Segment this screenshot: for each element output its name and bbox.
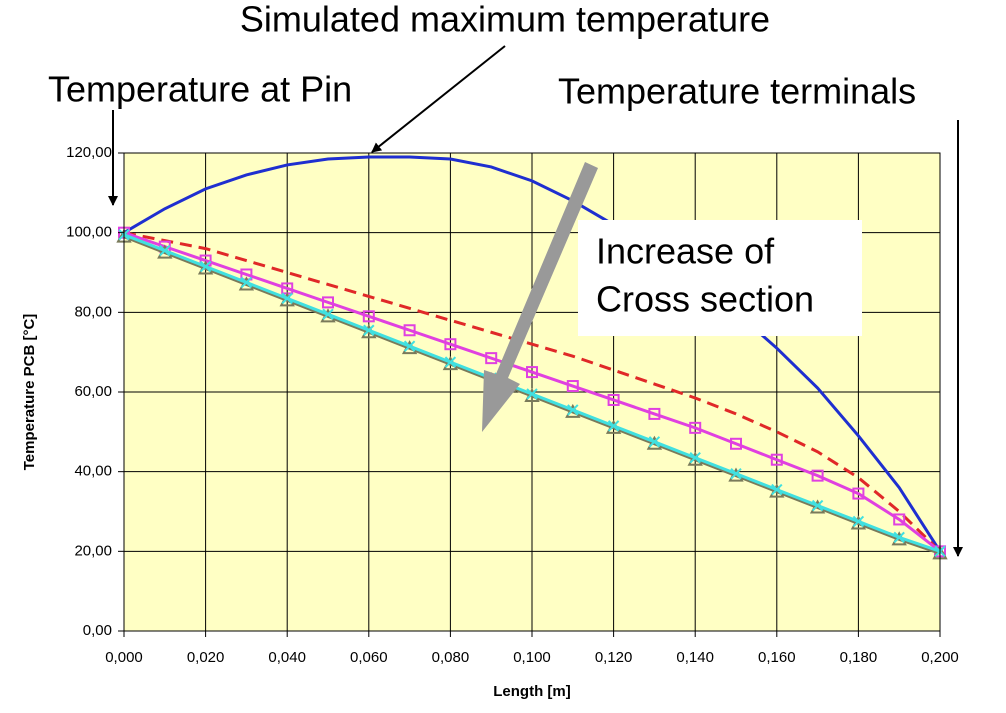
series-line: [123, 155, 942, 553]
marker: [444, 338, 457, 351]
marker: [770, 453, 783, 466]
marker: [771, 483, 783, 496]
marker: [648, 407, 661, 420]
y-tick-label: 100,00: [66, 224, 112, 241]
marker: [322, 296, 334, 309]
x-tick-label: 0,160: [758, 649, 796, 666]
series-line: [123, 231, 942, 553]
marker: [362, 310, 375, 323]
marker: [607, 420, 620, 432]
marker: [363, 324, 375, 336]
y-tick-label: 20,00: [74, 542, 112, 559]
text-box: [578, 220, 862, 336]
marker: [730, 467, 742, 480]
marker: [730, 437, 742, 450]
y-tick-label: 80,00: [74, 303, 112, 320]
marker: [893, 513, 906, 526]
annotation: Simulated maximum temperature: [240, 0, 770, 40]
marker: [403, 324, 416, 337]
x-tick-label: 0,060: [350, 649, 388, 666]
box-text: Cross section: [596, 279, 814, 320]
marker: [526, 388, 538, 400]
series-line: [123, 235, 941, 555]
x-tick-label: 0,080: [432, 649, 470, 666]
y-tick-label: 60,00: [74, 383, 112, 400]
y-tick-label: 40,00: [74, 463, 112, 480]
y-tick-label: 0,00: [83, 622, 112, 639]
marker: [689, 452, 701, 464]
marker: [852, 515, 865, 528]
marker: [811, 469, 824, 482]
marker: [689, 421, 702, 434]
arrow: [371, 45, 506, 153]
marker: [893, 531, 905, 544]
marker: [199, 260, 212, 273]
marker: [607, 393, 620, 406]
x-axis-label: Length [m]: [493, 683, 570, 700]
annotation: Temperature at Pin: [48, 69, 352, 110]
marker: [159, 244, 171, 257]
y-tick-label: 120,00: [66, 144, 112, 161]
series-line: [123, 231, 941, 553]
x-tick-label: 0,200: [921, 649, 959, 666]
x-tick-label: 0,020: [187, 649, 225, 666]
x-tick-label: 0,040: [268, 649, 306, 666]
marker: [240, 276, 253, 289]
big-arrow: [482, 162, 598, 432]
x-tick-label: 0,120: [595, 649, 633, 666]
x-tick-label: 0,140: [676, 649, 714, 666]
marker: [852, 487, 865, 500]
annotation: Temperature terminals: [558, 71, 916, 112]
marker: [566, 380, 579, 393]
marker: [648, 436, 661, 448]
x-tick-label: 0,100: [513, 649, 551, 666]
x-tick-label: 0,000: [105, 649, 143, 666]
x-tick-label: 0,180: [840, 649, 878, 666]
y-axis-label: Temperature PCB [°C]: [21, 314, 38, 471]
marker: [485, 352, 498, 365]
marker: [322, 308, 334, 321]
marker: [811, 499, 824, 512]
marker: [403, 340, 416, 352]
marker: [281, 292, 293, 305]
marker: [567, 404, 579, 416]
marker: [526, 366, 538, 379]
box-text: Increase of: [596, 231, 775, 272]
marker: [444, 356, 457, 368]
